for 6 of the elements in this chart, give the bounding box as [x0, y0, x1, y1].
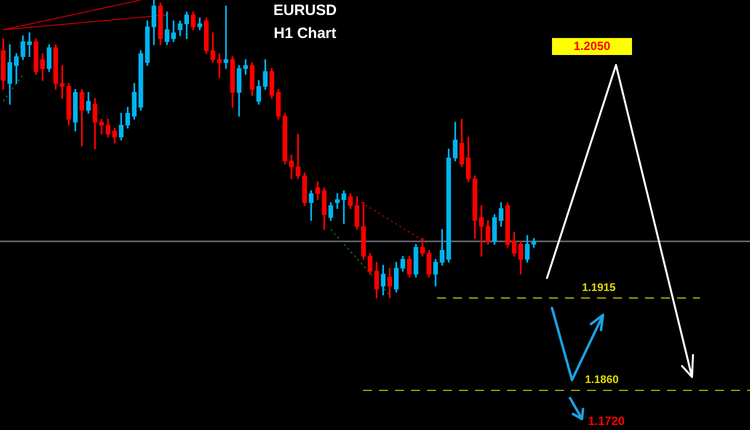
- text: 1.1720: [588, 414, 625, 428]
- text: 1.2050: [552, 38, 632, 55]
- text: H1 Chart: [272, 25, 338, 42]
- text: 1.1860: [585, 374, 619, 386]
- chart-title: EURUSD: [272, 2, 338, 19]
- text: 1.1915: [582, 282, 616, 294]
